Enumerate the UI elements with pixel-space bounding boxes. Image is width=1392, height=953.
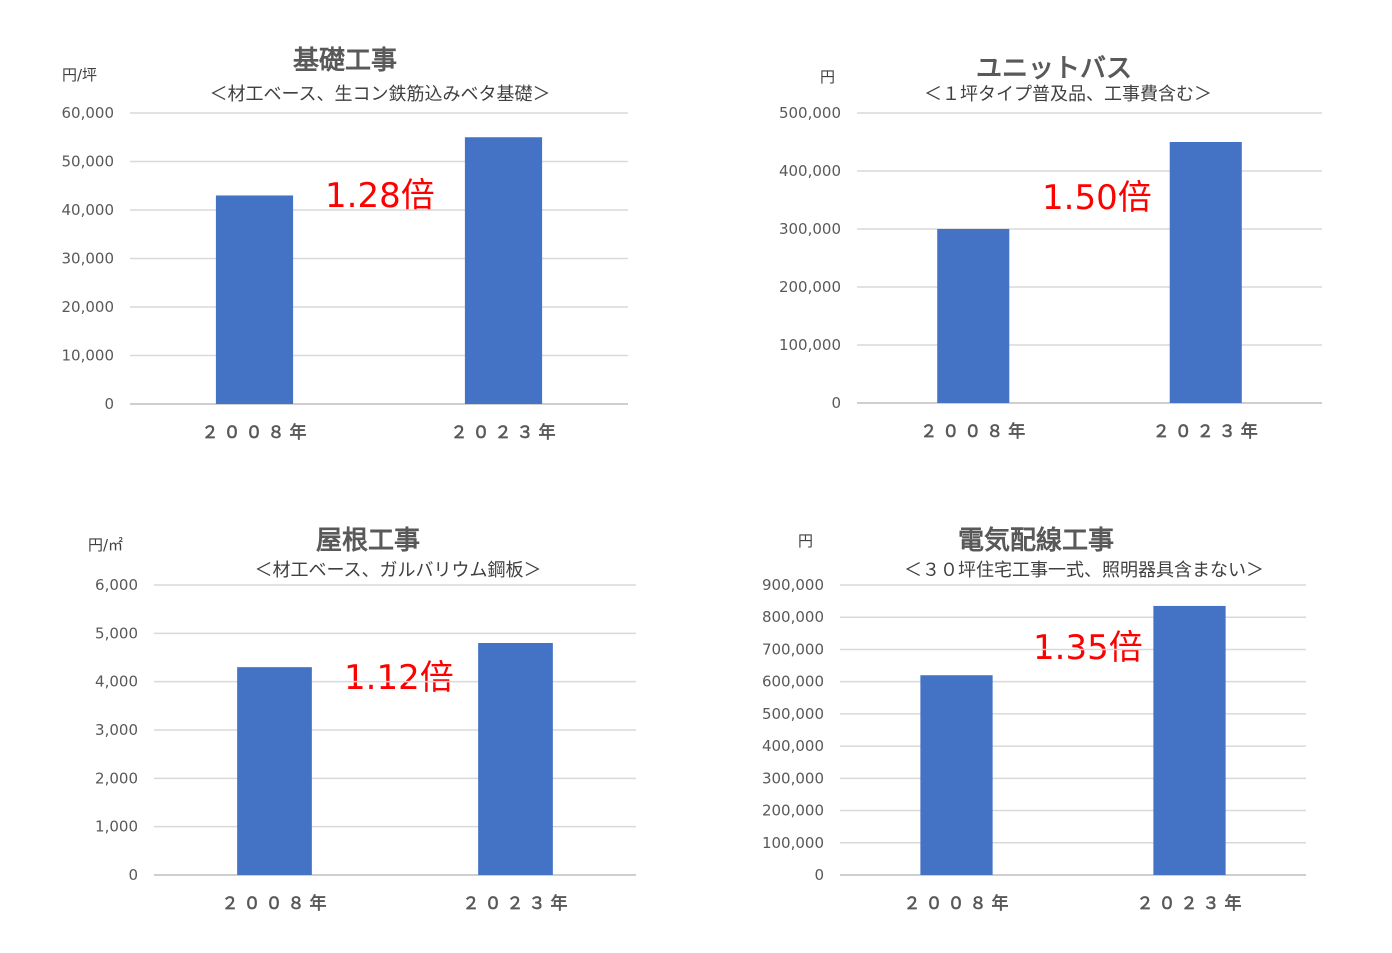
y-axis-unit: 円 (798, 532, 814, 550)
chart-title: 基礎工事 (292, 46, 398, 76)
y-tick-label: 5,000 (95, 624, 138, 642)
y-tick-label: 900,000 (762, 576, 824, 594)
x-category-label: ２０２３年 (1137, 893, 1247, 914)
y-tick-label: 300,000 (779, 220, 841, 238)
chart-title: 電気配線工事 (957, 526, 1115, 556)
chart-plot: 0 1,000 2,000 3,000 4,000 5,000 6,000 ２００８年 ２０２３… (95, 576, 636, 914)
y-tick-label: 200,000 (762, 802, 824, 820)
y-tick-label: 6,000 (95, 576, 138, 594)
y-tick-label: 4,000 (95, 673, 138, 691)
chart-subtitle: ＜１坪タイプ普及品、工事費含む＞ (924, 84, 1212, 105)
chart-subtitle: ＜３０坪住宅工事一式、照明器具含まない＞ (904, 560, 1264, 581)
ratio-annotation: 1.35倍 (1033, 628, 1143, 668)
bar (937, 229, 1010, 403)
bar (464, 137, 543, 404)
ratio-annotation: 1.50倍 (1042, 178, 1152, 218)
x-category-label: ２００８年 (202, 422, 312, 443)
y-tick-label: 100,000 (779, 336, 841, 354)
chart-title: 屋根工事 (315, 526, 421, 556)
y-tick-label: 0 (128, 866, 138, 884)
chart-subtitle: ＜材工ベース、ガルバリウム鋼板＞ (254, 560, 542, 581)
y-tick-label: 0 (814, 866, 824, 884)
chart-panel-foundation: 基礎工事 ＜材工ベース、生コン鉄筋込みベタ基礎＞ 円/坪 1.28倍 0 10,0… (0, 0, 696, 476)
y-tick-label: 10,000 (62, 347, 115, 365)
y-tick-label: 100,000 (762, 834, 824, 852)
x-category-label: ２０２３年 (1153, 421, 1263, 442)
chart-subtitle: ＜材工ベース、生コン鉄筋込みベタ基礎＞ (209, 84, 551, 105)
y-tick-label: 50,000 (62, 153, 115, 171)
y-tick-label: 20,000 (62, 298, 115, 316)
chart-panel-roofing: 屋根工事 ＜材工ベース、ガルバリウム鋼板＞ 円/㎡ 1.12倍 0 1,000 2,… (88, 526, 636, 914)
y-tick-label: 500,000 (779, 104, 841, 122)
bar (215, 195, 294, 404)
y-tick-label: 60,000 (62, 104, 115, 122)
y-axis-unit: 円/坪 (62, 66, 98, 84)
y-tick-label: 300,000 (762, 769, 824, 787)
bar (237, 667, 312, 875)
x-category-label: ２０２３年 (451, 422, 561, 443)
y-tick-label: 200,000 (779, 278, 841, 296)
y-tick-label: 1,000 (95, 818, 138, 836)
bar (1153, 605, 1226, 875)
chart-title: ユニットバス (975, 54, 1133, 84)
x-category-label: ２００８年 (920, 421, 1030, 442)
ratio-annotation: 1.12倍 (344, 658, 454, 698)
x-category-label: ２００８年 (222, 893, 332, 914)
y-tick-label: 500,000 (762, 705, 824, 723)
y-tick-label: 3,000 (95, 721, 138, 739)
y-axis-unit: 円/㎡ (88, 536, 124, 554)
x-category-label: ２０２３年 (463, 893, 573, 914)
y-tick-label: 800,000 (762, 608, 824, 626)
y-tick-label: 600,000 (762, 673, 824, 691)
y-tick-label: 400,000 (762, 737, 824, 755)
y-axis-unit: 円 (820, 68, 836, 86)
y-tick-label: 40,000 (62, 201, 115, 219)
x-category-label: ２００８年 (904, 893, 1014, 914)
y-tick-label: 0 (831, 394, 841, 412)
chart-plot: 0 100,000 200,000 300,000 400,000 500,000 ２００８… (779, 104, 1322, 442)
y-tick-label: 2,000 (95, 769, 138, 787)
y-tick-label: 400,000 (779, 162, 841, 180)
chart-plot: 0 10,000 20,000 30,000 40,000 50,000 60,000 ２００… (62, 104, 628, 443)
y-tick-label: 0 (104, 395, 114, 413)
bar (1169, 142, 1242, 403)
bar (920, 675, 993, 875)
chart-panel-unit-bath: ユニットバス ＜１坪タイプ普及品、工事費含む＞ 円 1.50倍 0 100,000… (0, 0, 1392, 476)
y-tick-label: 700,000 (762, 640, 824, 658)
bar (478, 643, 553, 875)
y-tick-label: 30,000 (62, 250, 115, 268)
